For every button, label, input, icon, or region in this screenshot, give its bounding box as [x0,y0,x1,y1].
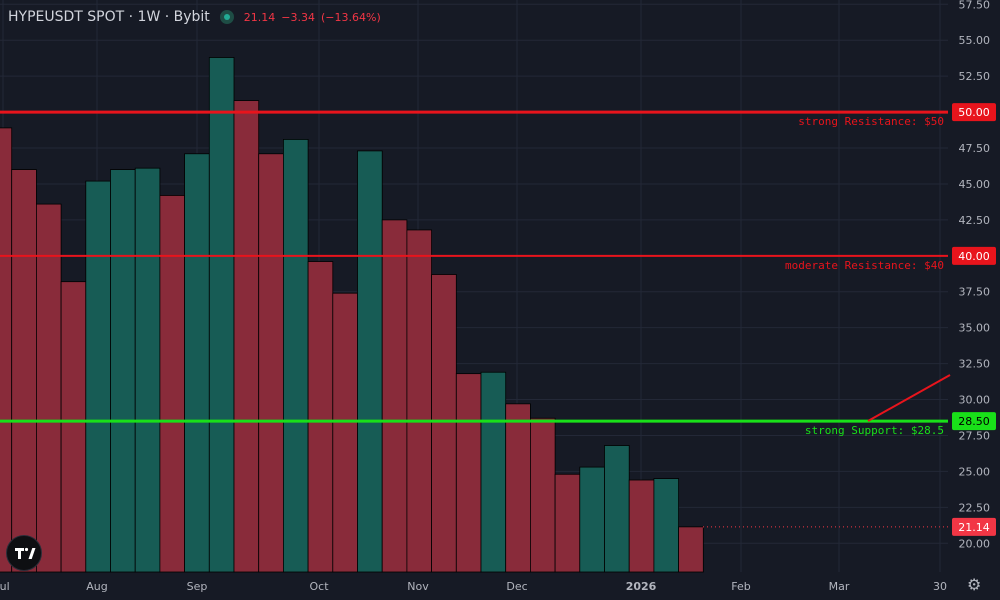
bar [554,473,581,573]
x-tick-label: Feb [731,580,750,593]
bar [480,371,507,573]
bar [455,373,482,573]
tradingview-logo-icon[interactable] [6,535,42,571]
gear-icon[interactable]: ⚙ [967,575,982,594]
bar [604,445,630,573]
last-price-tag [952,517,996,536]
bar [36,203,62,573]
x-tick-label: Oct [309,580,329,593]
x-tick-label: Jul [0,580,10,593]
bar [307,261,334,573]
x-tick-label: Aug [86,580,107,593]
x-tick-label: Nov [407,580,429,593]
x-tick-label: Sep [187,580,208,593]
price-tag [952,246,996,265]
trend-arrow [867,374,951,422]
x-tick-label: 30 [933,580,947,593]
y-tick-label: 45.00 [959,178,991,191]
y-tick-label: 20.00 [959,537,991,550]
price-tag [952,412,996,431]
bar [282,139,309,573]
last-price: 21.14 [243,10,276,24]
bar [678,526,704,573]
bar [579,466,605,573]
bar [233,100,260,573]
y-tick-label: 55.00 [959,34,991,47]
y-tick-label: 57.50 [959,0,991,11]
price-tag-label: 28.50 [958,415,990,428]
last-price-tag-label: 21.14 [958,521,990,534]
bar [628,479,655,573]
y-tick-label: 25.00 [959,465,991,478]
bar [60,281,87,573]
bar [381,219,408,573]
bar [134,167,161,573]
y-tick-label: 52.50 [959,70,991,83]
bar [184,153,210,573]
price-tag-label: 50.00 [958,106,990,119]
bar [208,57,235,573]
bar [530,417,556,573]
y-tick-label: 22.50 [959,501,991,514]
bar [258,153,284,573]
bar [85,180,111,573]
x-tick-label: Mar [829,580,850,593]
bar [357,150,383,573]
bar [11,169,37,573]
price-change: −3.34 [281,10,316,24]
y-tick-label: 30.00 [959,394,991,407]
y-tick-label: 47.50 [959,142,991,155]
quote-info: 21.14 −3.34 (−13.64%) [244,11,381,24]
bar [431,274,457,573]
market-status-icon[interactable] [219,10,234,24]
y-tick-label: 37.50 [959,286,991,299]
symbol-title[interactable]: HYPEUSDT SPOT · 1W · Bybit [8,9,210,25]
price-tag-label: 40.00 [958,250,990,263]
bar [159,195,185,573]
y-tick-label: 32.50 [959,358,991,371]
price-change-percent: (−13.64%) [321,10,381,24]
price-tag [952,103,996,122]
y-tick-label: 42.50 [959,214,991,227]
bar [406,229,432,573]
support-label: strong Support: $28.5 [805,424,944,437]
resistance-label: strong Resistance: $50 [798,115,944,128]
resistance-label: moderate Resistance: $40 [785,259,944,272]
y-tick-label: 27.50 [959,429,991,442]
bar [653,478,680,573]
bar [332,292,358,573]
chart-header: HYPEUSDT SPOT · 1W · Bybit 21.14 −3.34 (… [8,6,381,28]
y-tick-label: 35.00 [959,322,991,335]
bar [110,169,136,573]
x-tick-label: Dec [506,580,527,593]
bar [505,403,531,573]
x-tick-label: 2026 [626,580,657,593]
bar [0,127,13,573]
